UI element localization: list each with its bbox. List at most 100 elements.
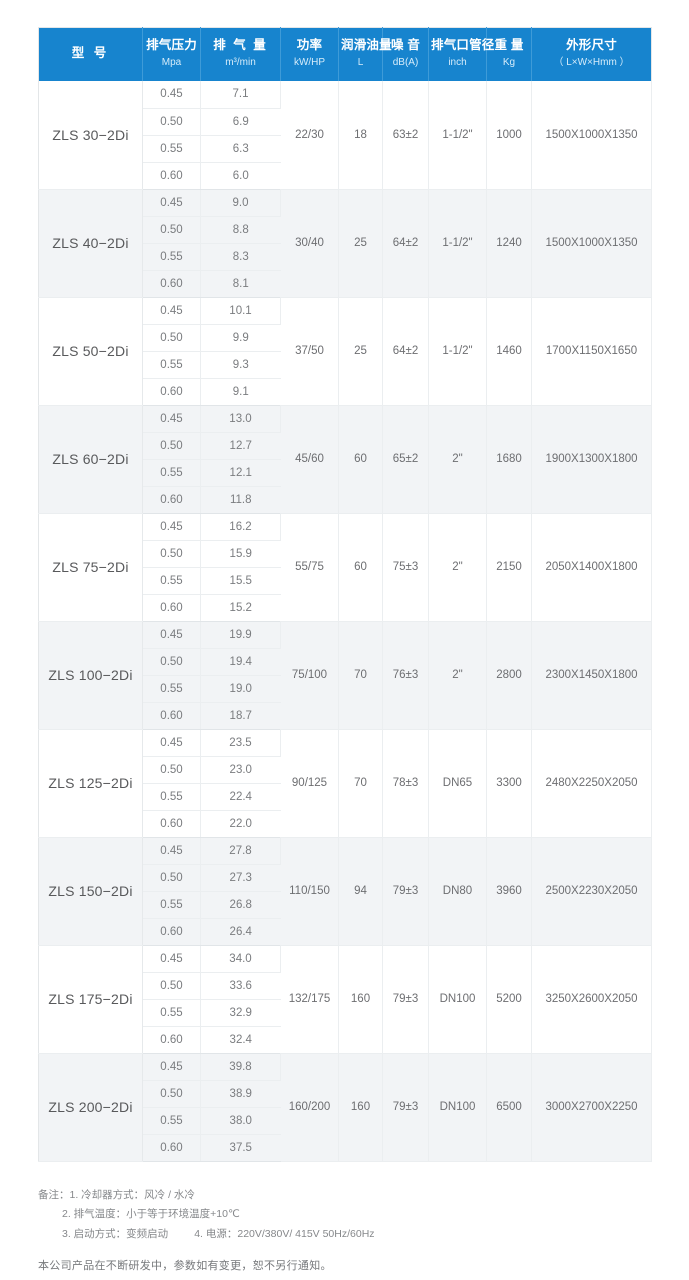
table-row: 0.55 22.4 (39, 783, 652, 811)
cell-weight: 2150 (486, 513, 532, 622)
cell-air-flow: 27.8 (200, 837, 281, 865)
cell-discharge-pressure: 0.50 (142, 324, 201, 352)
cell-dimensions: 1500X1000X1350 (531, 189, 652, 298)
cell-dimensions: 2480X2250X2050 (531, 729, 652, 838)
cell-outlet-diameter: 2" (428, 621, 487, 730)
table-row: 0.50 38.9 (39, 1080, 652, 1108)
cell-weight: 1680 (486, 405, 532, 514)
cell-lubricant-volume: 60 (338, 405, 383, 514)
cell-air-flow: 19.9 (200, 621, 281, 649)
footnote-startup-mode: 3. 启动方式：变频启动 (62, 1227, 169, 1240)
cell-air-flow: 32.4 (200, 1026, 281, 1054)
cell-lubricant-volume: 70 (338, 621, 383, 730)
cell-air-flow: 6.0 (200, 162, 281, 190)
cell-air-flow: 26.8 (200, 891, 281, 919)
cell-discharge-pressure: 0.55 (142, 999, 201, 1027)
footnote-line-2: 2. 排气温度：小于等于环境温度+10℃ (62, 1208, 240, 1221)
cell-dimensions: 1700X1150X1650 (531, 297, 652, 406)
cell-discharge-pressure: 0.45 (142, 405, 201, 433)
cell-noise: 76±3 (382, 621, 429, 730)
cell-power: 37/50 (280, 297, 339, 406)
cell-weight: 5200 (486, 945, 532, 1054)
cell-discharge-pressure: 0.50 (142, 540, 201, 568)
cell-lubricant-volume: 18 (338, 81, 383, 190)
cell-noise: 65±2 (382, 405, 429, 514)
cell-model: ZLS 125−2Di (38, 729, 143, 838)
cell-air-flow: 19.0 (200, 675, 281, 703)
cell-model: ZLS 150−2Di (38, 837, 143, 946)
cell-noise: 79±3 (382, 945, 429, 1054)
table-row: ZLS 125−2Di 0.45 23.5 90/125 70 78±3 DN65 3300 2… (38, 729, 652, 838)
cell-dimensions: 3000X2700X2250 (531, 1053, 652, 1162)
footnote-line-1: 备注：1. 冷却器方式：风冷 / 水冷 (38, 1189, 195, 1201)
cell-air-flow: 34.0 (200, 945, 281, 973)
cell-discharge-pressure: 0.55 (142, 1107, 201, 1135)
cell-model: ZLS 50−2Di (38, 297, 143, 406)
column-header-outlet-diameter: 排气口管径 inch (428, 27, 495, 82)
table-row: 0.55 32.9 (39, 999, 652, 1027)
cell-discharge-pressure: 0.55 (142, 783, 201, 811)
table-row: 0.60 32.4 (39, 1026, 652, 1054)
table-row: 0.50 33.6 (39, 972, 652, 1000)
header-main-label: 排气口管径 (431, 38, 495, 52)
cell-discharge-pressure: 0.60 (142, 270, 201, 298)
table-row: 0.60 6.0 (39, 162, 652, 190)
table-row: 0.55 38.0 (39, 1107, 652, 1135)
cell-power: 132/175 (280, 945, 339, 1054)
table-row: 0.60 18.7 (39, 702, 652, 730)
column-header-weight: 重 量 Kg (486, 27, 532, 82)
cell-power: 110/150 (280, 837, 339, 946)
cell-air-flow: 15.9 (200, 540, 281, 568)
table-row: 0.50 8.8 (39, 216, 652, 244)
table-row: 0.55 19.0 (39, 675, 652, 703)
table-row: 0.55 9.3 (39, 351, 652, 379)
cell-noise: 78±3 (382, 729, 429, 838)
footnote-power-supply: 4. 电源：220V/380V/ 415V 50Hz/60Hz (194, 1227, 375, 1240)
cell-air-flow: 26.4 (200, 918, 281, 946)
cell-air-flow: 22.0 (200, 810, 281, 838)
table-row: 0.50 23.0 (39, 756, 652, 784)
header-unit-label: L (357, 56, 364, 68)
table-row: 0.60 26.4 (39, 918, 652, 946)
table-row: 0.60 11.8 (39, 486, 652, 514)
cell-lubricant-volume: 60 (338, 513, 383, 622)
cell-air-flow: 9.0 (200, 189, 281, 217)
table-row: 0.50 27.3 (39, 864, 652, 892)
table-row: 0.60 22.0 (39, 810, 652, 838)
header-unit-label: Kg (502, 56, 516, 68)
header-main-label: 重 量 (494, 38, 524, 52)
cell-discharge-pressure: 0.55 (142, 567, 201, 595)
column-header-dimensions: 外形尺寸 （ L×W×Hmm ） (531, 27, 652, 82)
cell-dimensions: 1900X1300X1800 (531, 405, 652, 514)
cell-air-flow: 13.0 (200, 405, 281, 433)
table-row: ZLS 40−2Di 0.45 9.0 30/40 25 64±2 1-1/2" 1240 15… (38, 189, 652, 298)
table-row: 0.50 12.7 (39, 432, 652, 460)
header-main-label: 功率 (296, 38, 323, 52)
cell-air-flow: 15.5 (200, 567, 281, 595)
cell-noise: 79±3 (382, 837, 429, 946)
cell-air-flow: 16.2 (200, 513, 281, 541)
cell-air-flow: 6.3 (200, 135, 281, 163)
cell-lubricant-volume: 160 (338, 1053, 383, 1162)
cell-lubricant-volume: 70 (338, 729, 383, 838)
cell-power: 90/125 (280, 729, 339, 838)
header-main-label: 噪 音 (390, 38, 421, 52)
cell-model: ZLS 200−2Di (38, 1053, 143, 1162)
cell-air-flow: 9.1 (200, 378, 281, 406)
cell-lubricant-volume: 94 (338, 837, 383, 946)
cell-lubricant-volume: 25 (338, 297, 383, 406)
cell-lubricant-volume: 160 (338, 945, 383, 1054)
cell-model: ZLS 60−2Di (38, 405, 143, 514)
table-row: 0.60 37.5 (39, 1134, 652, 1162)
table-row: ZLS 200−2Di 0.45 39.8 160/200 160 79±3 DN100 65… (38, 1053, 652, 1162)
cell-air-flow: 27.3 (200, 864, 281, 892)
cell-outlet-diameter: 2" (428, 513, 487, 622)
cell-air-flow: 9.3 (200, 351, 281, 379)
cell-outlet-diameter: 2" (428, 405, 487, 514)
cell-outlet-diameter: DN80 (428, 837, 487, 946)
column-header-discharge-pressure: 排气压力 Mpa (142, 27, 201, 82)
cell-noise: 63±2 (382, 81, 429, 190)
cell-discharge-pressure: 0.60 (142, 702, 201, 730)
header-unit-label: （ L×W×Hmm ） (553, 56, 630, 68)
